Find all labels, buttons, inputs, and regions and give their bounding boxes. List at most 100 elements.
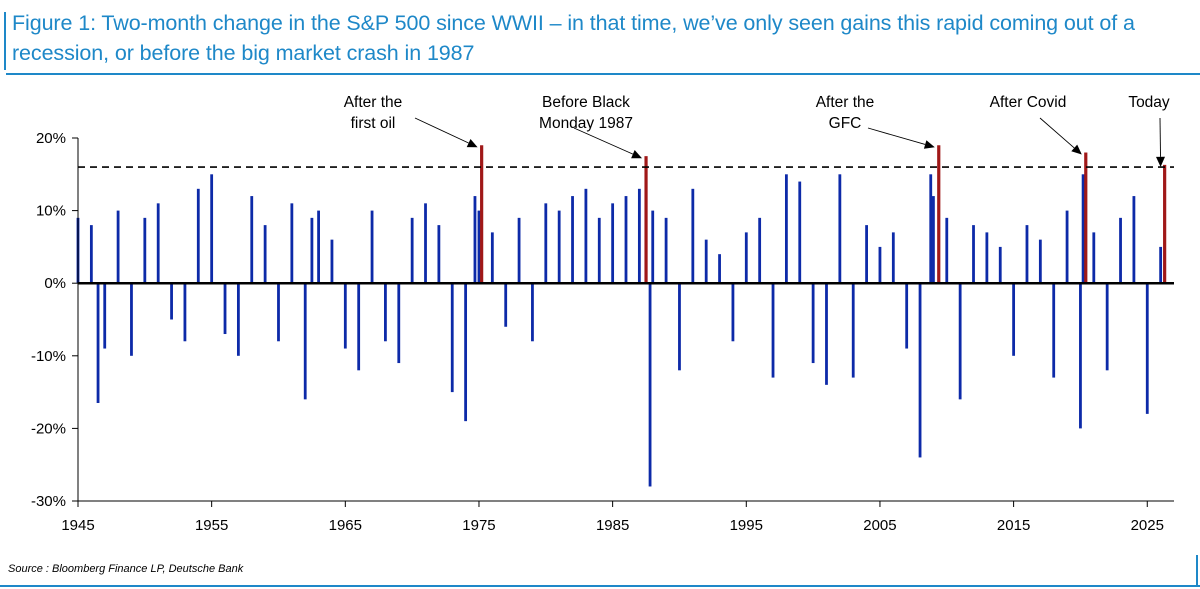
axes-layer: 20% 10% 0% -10% -20% -30% 1945 1955 1965 1975 1985… bbox=[31, 130, 1174, 534]
bar bbox=[637, 188, 641, 284]
annotation-arrow-line bbox=[573, 127, 634, 155]
x-tick-label: 1985 bbox=[596, 517, 629, 534]
bar bbox=[384, 283, 387, 342]
annotation-arrowhead bbox=[631, 150, 642, 159]
bar bbox=[473, 196, 477, 284]
bar bbox=[210, 174, 214, 284]
bar bbox=[96, 283, 100, 403]
bar bbox=[103, 283, 107, 349]
bar bbox=[648, 283, 652, 487]
annotation-label: first oil bbox=[351, 115, 396, 132]
bar bbox=[464, 283, 468, 422]
bar bbox=[571, 196, 574, 284]
bar bbox=[310, 217, 314, 284]
bars-layer bbox=[76, 174, 1163, 487]
bar bbox=[397, 283, 401, 364]
x-tick-label: 1995 bbox=[730, 517, 763, 534]
bar bbox=[678, 283, 681, 371]
y-tick-label: -20% bbox=[31, 420, 66, 437]
annotation-label: GFC bbox=[829, 115, 862, 132]
annotation-arrowhead bbox=[466, 139, 478, 148]
y-tick-label: 10% bbox=[36, 203, 66, 220]
bar bbox=[89, 225, 93, 284]
bar bbox=[825, 283, 828, 385]
title-accent-bar bbox=[4, 12, 6, 70]
bar bbox=[183, 283, 187, 342]
bar bbox=[370, 210, 374, 284]
bar bbox=[838, 174, 842, 284]
bar bbox=[958, 283, 962, 400]
bar bbox=[811, 283, 815, 364]
bar bbox=[116, 210, 120, 284]
right-rule bbox=[1196, 555, 1198, 587]
bar bbox=[929, 174, 933, 284]
bar bbox=[878, 246, 882, 284]
annotation-arrow-line bbox=[867, 127, 926, 145]
annotation-arrow-line bbox=[414, 117, 469, 144]
annotation-arrowhead bbox=[923, 140, 935, 149]
bar bbox=[731, 283, 735, 342]
bar bbox=[410, 217, 414, 284]
bar bbox=[517, 217, 521, 284]
y-tick-label: 20% bbox=[36, 130, 66, 147]
bar bbox=[263, 225, 267, 284]
annotations-layer: After the first oil Before Black Monday 198… bbox=[344, 94, 1170, 167]
bar bbox=[1052, 283, 1056, 378]
bar bbox=[504, 283, 508, 327]
bar bbox=[744, 232, 748, 284]
bar bbox=[1012, 283, 1016, 356]
bar bbox=[130, 283, 133, 356]
bar bbox=[784, 174, 788, 284]
bar bbox=[1092, 232, 1096, 284]
bar bbox=[1105, 283, 1109, 371]
bar bbox=[477, 210, 481, 284]
highlight-bar bbox=[1084, 152, 1088, 284]
bar bbox=[918, 283, 922, 458]
bar bbox=[156, 203, 160, 284]
bar bbox=[771, 283, 775, 378]
bar bbox=[1132, 196, 1136, 284]
annotation-label: Today bbox=[1128, 94, 1170, 111]
bar bbox=[704, 239, 708, 284]
bar bbox=[851, 283, 855, 378]
bar bbox=[1065, 210, 1069, 284]
bar bbox=[330, 239, 334, 284]
bar bbox=[865, 225, 868, 284]
x-tick-label: 1975 bbox=[462, 517, 495, 534]
annotation-label: After the bbox=[344, 94, 403, 111]
bar bbox=[357, 283, 361, 371]
bar bbox=[758, 217, 762, 284]
bar bbox=[664, 217, 668, 284]
bar bbox=[450, 283, 454, 393]
bar bbox=[303, 283, 307, 400]
bar bbox=[1119, 217, 1122, 284]
annotation-arrowhead bbox=[1071, 144, 1082, 155]
bar bbox=[905, 283, 909, 349]
bar bbox=[972, 225, 975, 284]
bar bbox=[223, 283, 227, 335]
bar bbox=[544, 203, 548, 284]
bar bbox=[1025, 225, 1029, 284]
bar bbox=[557, 210, 561, 284]
x-tick-label: 2015 bbox=[997, 517, 1030, 534]
highlight-bar bbox=[937, 145, 941, 284]
bar bbox=[290, 203, 294, 284]
bar bbox=[597, 217, 601, 284]
bar bbox=[624, 196, 628, 284]
x-tick-label: 2025 bbox=[1131, 517, 1164, 534]
bar bbox=[437, 225, 441, 284]
x-tick-label: 1955 bbox=[195, 517, 228, 534]
bar bbox=[985, 232, 989, 284]
annotation-label: Monday 1987 bbox=[539, 115, 633, 132]
bar bbox=[691, 188, 695, 284]
y-tick-label: 0% bbox=[44, 275, 66, 292]
bar bbox=[891, 232, 895, 284]
highlight-bar bbox=[644, 156, 648, 284]
bar bbox=[143, 217, 147, 284]
bar bbox=[250, 196, 254, 284]
bar bbox=[1038, 239, 1042, 284]
bar bbox=[798, 181, 802, 284]
bar bbox=[1081, 174, 1085, 284]
chart-area: 20% 10% 0% -10% -20% -30% 1945 1955 1965 1975 1985… bbox=[31, 94, 1174, 534]
bar bbox=[998, 246, 1002, 284]
